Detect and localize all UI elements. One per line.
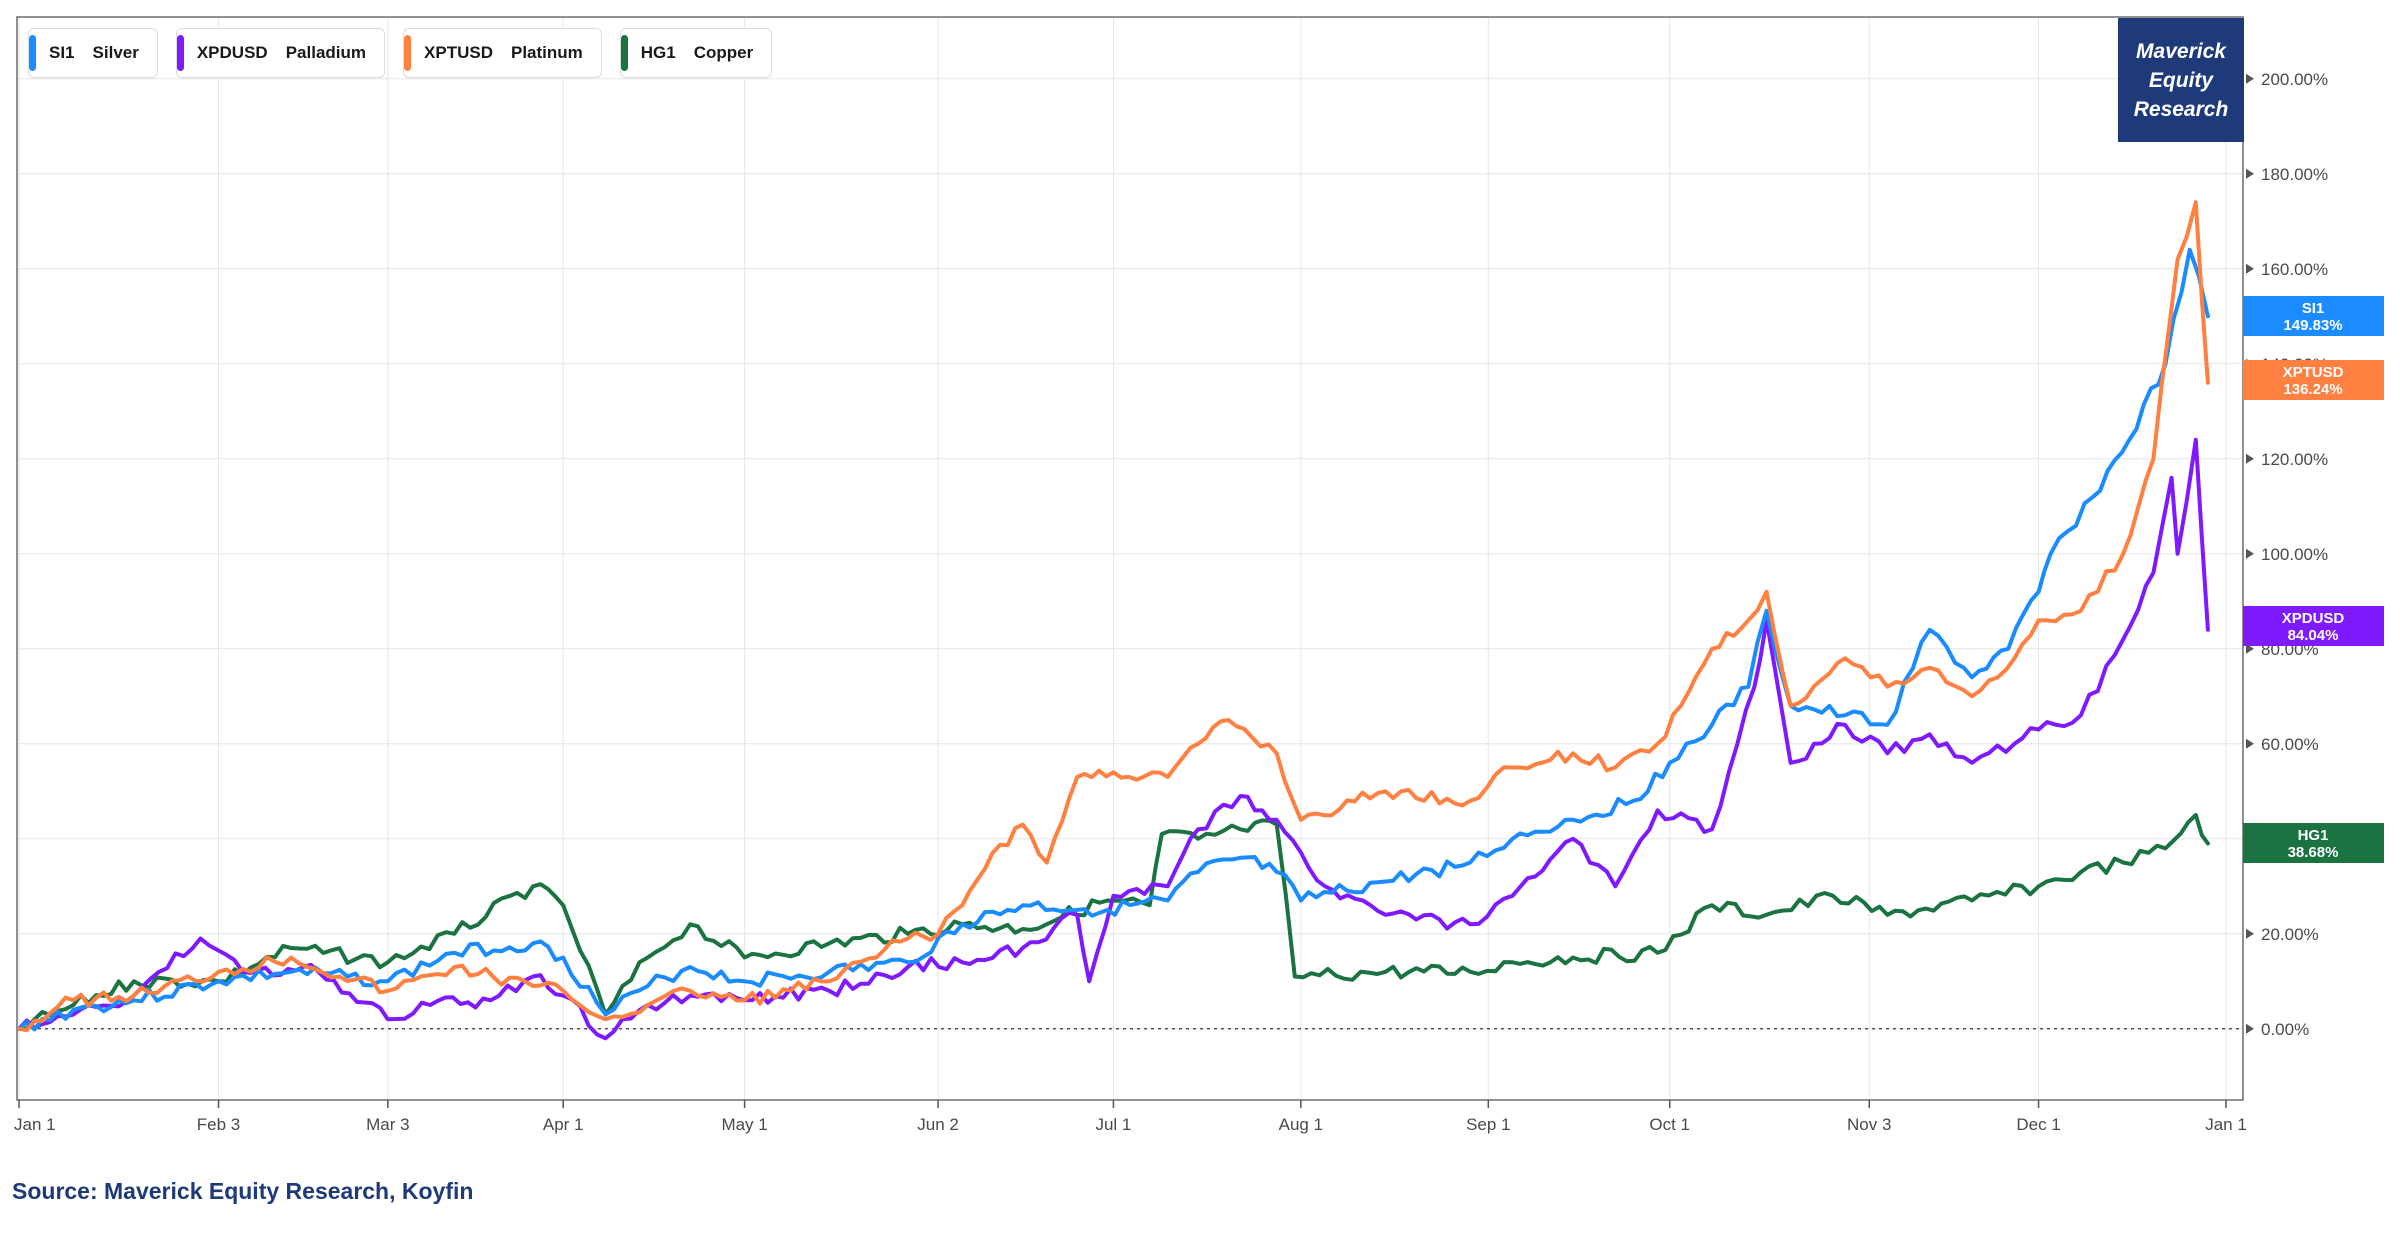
legend-item-palladium[interactable]: XPDUSD Palladium bbox=[175, 28, 386, 78]
last-value-tag-bg bbox=[2243, 360, 2384, 400]
y-tick-mark bbox=[2246, 263, 2254, 274]
x-tick-label: Nov 3 bbox=[1847, 1115, 1891, 1134]
legend-item-platinum[interactable]: XPTUSD Platinum bbox=[403, 28, 602, 78]
last-value-ticker: XPTUSD bbox=[2283, 364, 2344, 381]
x-tick-label: Jul 1 bbox=[1095, 1115, 1131, 1134]
y-tick-label: 0.00% bbox=[2261, 1020, 2309, 1039]
legend-ticker: HG1 bbox=[640, 43, 676, 62]
x-tick-label: Sep 1 bbox=[1466, 1115, 1510, 1134]
plot-frame bbox=[16, 16, 2244, 1101]
legend-name: Silver bbox=[92, 43, 139, 62]
y-tick-mark bbox=[2246, 738, 2254, 749]
y-tick-mark bbox=[2246, 928, 2254, 939]
y-tick-label: 120.00% bbox=[2261, 450, 2328, 469]
legend-name: Platinum bbox=[510, 43, 583, 62]
last-value-tag-bg bbox=[2243, 823, 2384, 863]
last-value-ticker: XPDUSD bbox=[2282, 610, 2345, 627]
last-value-percent: 38.68% bbox=[2288, 844, 2339, 861]
x-tick-label: Apr 1 bbox=[543, 1115, 584, 1134]
y-tick-mark bbox=[2246, 453, 2254, 464]
x-tick-label: Oct 1 bbox=[1649, 1115, 1690, 1134]
x-tick-label: Aug 1 bbox=[1279, 1115, 1323, 1134]
y-tick-mark bbox=[2246, 168, 2254, 179]
legend-ticker: XPDUSD bbox=[196, 43, 268, 62]
series-line-si1 bbox=[17, 247, 2210, 1032]
last-value-percent: 149.83% bbox=[2283, 317, 2342, 334]
source-note: Source: Maverick Equity Research, Koyfin bbox=[12, 1178, 474, 1204]
brand-logo: Maverick Equity Research bbox=[2118, 18, 2244, 142]
legend-name: Copper bbox=[693, 43, 754, 62]
last-value-ticker: HG1 bbox=[2298, 827, 2329, 844]
legend-item-copper[interactable]: HG1 Copper bbox=[619, 28, 773, 78]
last-value-percent: 136.24% bbox=[2283, 381, 2342, 398]
brand-line: Maverick bbox=[2136, 39, 2226, 63]
legend-ticker: SI1 bbox=[49, 43, 75, 62]
legend-color-marker bbox=[404, 35, 412, 71]
x-tick-label: Jun 2 bbox=[917, 1115, 959, 1134]
x-tick-label: Feb 3 bbox=[197, 1115, 240, 1134]
x-tick-label: Jan 1 bbox=[14, 1115, 56, 1134]
x-tick-label: Dec 1 bbox=[2016, 1115, 2060, 1134]
legend-color-marker bbox=[620, 35, 628, 71]
legend-item-silver[interactable]: SI1 Silver bbox=[28, 28, 158, 78]
y-tick-mark bbox=[2246, 548, 2254, 559]
x-tick-label: May 1 bbox=[721, 1115, 767, 1134]
y-tick-label: 60.00% bbox=[2261, 735, 2319, 754]
y-tick-label: 100.00% bbox=[2261, 545, 2328, 564]
last-value-tag-bg bbox=[2243, 296, 2384, 336]
last-value-percent: 84.04% bbox=[2288, 627, 2339, 644]
series-line-xpdusd bbox=[17, 437, 2210, 1041]
last-value-ticker: SI1 bbox=[2302, 300, 2325, 317]
legend-ticker: XPTUSD bbox=[424, 43, 493, 62]
brand-line: Equity bbox=[2148, 68, 2214, 92]
chart-legend: SI1 Silver XPDUSD Palladium XPTUSD Plati… bbox=[28, 28, 773, 78]
last-value-tag-bg bbox=[2243, 606, 2384, 646]
y-tick-mark bbox=[2246, 73, 2254, 84]
legend-color-marker bbox=[176, 35, 184, 71]
x-tick-label: Jan 1 bbox=[2205, 1115, 2247, 1134]
y-tick-label: 20.00% bbox=[2261, 925, 2319, 944]
y-tick-label: 160.00% bbox=[2261, 260, 2328, 279]
x-tick-label: Mar 3 bbox=[366, 1115, 409, 1134]
y-tick-label: 180.00% bbox=[2261, 165, 2328, 184]
legend-color-marker bbox=[29, 35, 36, 71]
legend-name: Palladium bbox=[285, 43, 367, 62]
brand-line: Research bbox=[2133, 97, 2229, 121]
series-line-xptusd bbox=[17, 200, 2210, 1033]
y-tick-label: 200.00% bbox=[2261, 70, 2328, 89]
y-tick-mark bbox=[2246, 1023, 2254, 1034]
y-tick-mark bbox=[2246, 643, 2254, 654]
